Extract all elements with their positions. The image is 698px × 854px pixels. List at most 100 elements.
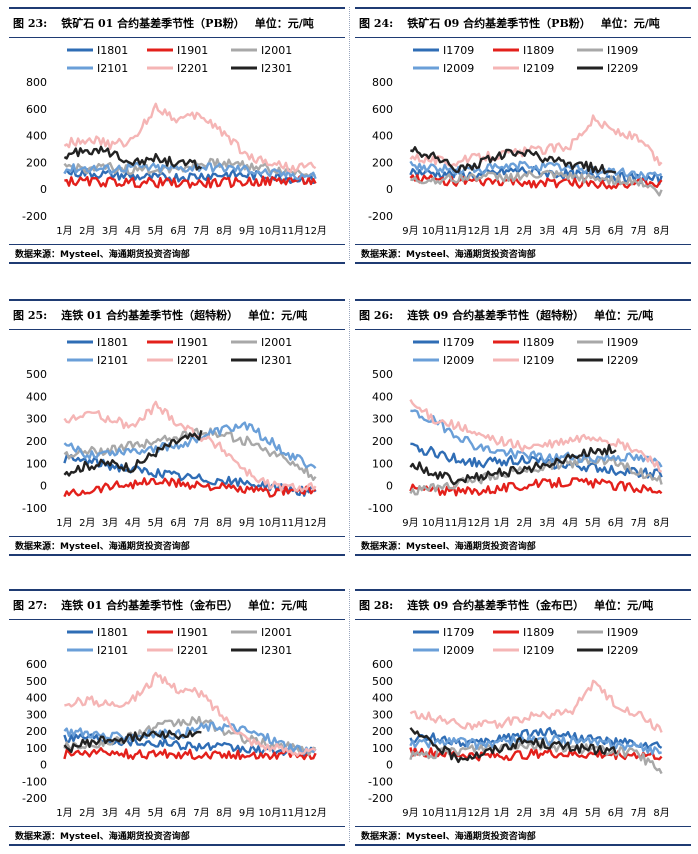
legend-label: I2001 — [261, 336, 292, 349]
legend-item: I1909 — [577, 336, 638, 349]
y-tick-label: 100 — [372, 457, 393, 470]
x-tick-label: 2月 — [79, 807, 95, 819]
y-tick-label: 400 — [372, 692, 393, 705]
unit-label: 单位：元/吨 — [248, 309, 308, 322]
chart-area: I1709 I1809 I1909 I2009 I2109 I2209 500 400 300 2… — [355, 330, 691, 536]
x-tick-label: 5月 — [585, 225, 601, 237]
legend-item: I2301 — [231, 644, 292, 657]
legend-label: I1901 — [177, 336, 208, 349]
y-tick-label: 300 — [26, 413, 47, 426]
chart-panel: 图 27: 连铁 01 合约基差季节性（金布巴） 单位：元/吨 I1801 I1901 I… — [9, 589, 345, 846]
x-tick-label: 1月 — [56, 517, 72, 529]
y-tick-label: 500 — [26, 368, 47, 381]
legend-item: I2101 — [67, 354, 128, 367]
y-tick-label: 200 — [372, 156, 393, 169]
x-tick-label: 8月 — [216, 517, 232, 529]
series-line — [410, 169, 663, 197]
legend-item: I1801 — [67, 626, 128, 639]
x-tick-label: 10月 — [422, 225, 445, 237]
unit-label: 单位：元/吨 — [600, 17, 660, 30]
legend-label: I1709 — [443, 336, 474, 349]
legend-item: I1901 — [147, 336, 208, 349]
y-tick-label: 600 — [26, 103, 47, 116]
x-tick-label: 10月 — [259, 517, 282, 529]
x-tick-label: 9月 — [402, 807, 418, 819]
legend-label: I2109 — [523, 354, 554, 367]
source-note: 数据来源：Mysteel、海通期货投资咨询部 — [355, 826, 691, 846]
chart-title: 连铁 09 合约基差季节性（超特粉） — [407, 309, 585, 322]
y-tick-label: -200 — [22, 210, 47, 223]
legend-label: I2201 — [177, 354, 208, 367]
legend-label: I2201 — [177, 62, 208, 75]
legend-item: I2009 — [413, 354, 474, 367]
legend-label: I1809 — [523, 44, 554, 57]
series-line — [63, 161, 317, 181]
series-line — [409, 456, 663, 496]
x-tick-label: 11月 — [281, 517, 304, 529]
legend-item: I2001 — [231, 336, 292, 349]
line-chart: I1709 I1809 I1909 I2009 I2109 I2209 500 400 300 2… — [368, 336, 670, 529]
source-note: 数据来源：Mysteel、海通期货投资咨询部 — [355, 536, 691, 556]
legend-label: I2009 — [443, 354, 474, 367]
column-divider — [349, 299, 351, 552]
legend-item: I2301 — [231, 62, 292, 75]
x-tick-label: 1月 — [494, 225, 510, 237]
legend-label: I2201 — [177, 644, 208, 657]
chart-area: I1709 I1809 I1909 I2009 I2109 I2209 800 600 400 2… — [355, 38, 691, 244]
chart-area: I1801 I1901 I2001 I2101 I2201 I2301 800 600 400 2… — [9, 38, 345, 244]
x-tick-label: 8月 — [653, 517, 669, 529]
legend-label: I2209 — [607, 354, 638, 367]
x-tick-label: 7月 — [193, 225, 209, 237]
x-tick-label: 3月 — [539, 225, 555, 237]
y-tick-label: 0 — [40, 183, 47, 196]
chart-panel: 图 24: 铁矿石 09 合约基差季节性（PB粉） 单位：元/吨 I1709 I1809… — [355, 7, 691, 264]
y-tick-label: 200 — [26, 725, 47, 738]
y-tick-label: 300 — [372, 708, 393, 721]
y-tick-label: 0 — [386, 183, 393, 196]
figure-number: 图 27: — [13, 599, 48, 612]
y-tick-label: 600 — [372, 658, 393, 671]
legend-label: I1909 — [607, 44, 638, 57]
x-tick-label: 6月 — [608, 517, 624, 529]
x-tick-label: 3月 — [102, 225, 118, 237]
source-note: 数据来源：Mysteel、海通期货投资咨询部 — [9, 536, 345, 556]
legend-item: I1709 — [413, 336, 474, 349]
x-tick-label: 10月 — [422, 807, 445, 819]
chart-panel: 图 26: 连铁 09 合约基差季节性（超特粉） 单位：元/吨 I1709 I1809 I… — [355, 299, 691, 556]
y-tick-label: 100 — [26, 457, 47, 470]
series-line — [409, 146, 617, 175]
y-tick-label: -100 — [22, 775, 47, 788]
chart-header: 图 28: 连铁 09 合约基差季节性（金布巴） 单位：元/吨 — [355, 589, 691, 620]
y-tick-label: 100 — [372, 742, 393, 755]
x-tick-label: 7月 — [193, 807, 209, 819]
legend-item: I2201 — [147, 644, 208, 657]
legend-item: I1809 — [493, 44, 554, 57]
y-tick-label: 400 — [372, 130, 393, 143]
chart-title: 连铁 01 合约基差季节性（超特粉） — [61, 309, 239, 322]
legend-item: I1909 — [577, 626, 638, 639]
x-tick-label: 2月 — [79, 517, 95, 529]
legend-label: I2001 — [261, 44, 292, 57]
legend-item: I2109 — [493, 644, 554, 657]
chart-header: 图 23: 铁矿石 01 合约基差季节性（PB粉） 单位：元/吨 — [9, 7, 345, 38]
column-divider — [349, 589, 351, 842]
figure-number: 图 28: — [359, 599, 394, 612]
legend-label: I1809 — [523, 626, 554, 639]
column-divider — [349, 7, 351, 260]
x-tick-label: 7月 — [193, 517, 209, 529]
x-tick-label: 1月 — [56, 807, 72, 819]
x-tick-label: 8月 — [653, 225, 669, 237]
chart-title: 铁矿石 09 合约基差季节性（PB粉） — [407, 17, 591, 30]
x-tick-label: 9月 — [402, 517, 418, 529]
y-tick-label: 0 — [386, 759, 393, 772]
x-tick-label: 4月 — [125, 225, 141, 237]
chart-header: 图 26: 连铁 09 合约基差季节性（超特粉） 单位：元/吨 — [355, 299, 691, 330]
series-line — [410, 442, 663, 479]
legend-label: I2009 — [443, 62, 474, 75]
figure-number: 图 26: — [359, 309, 394, 322]
line-chart: I1801 I1901 I2001 I2101 I2201 I2301 800 600 400 2… — [22, 44, 327, 237]
series-line — [63, 102, 317, 173]
legend-item: I1709 — [413, 44, 474, 57]
series-line — [409, 679, 663, 733]
legend-label: I1901 — [177, 626, 208, 639]
